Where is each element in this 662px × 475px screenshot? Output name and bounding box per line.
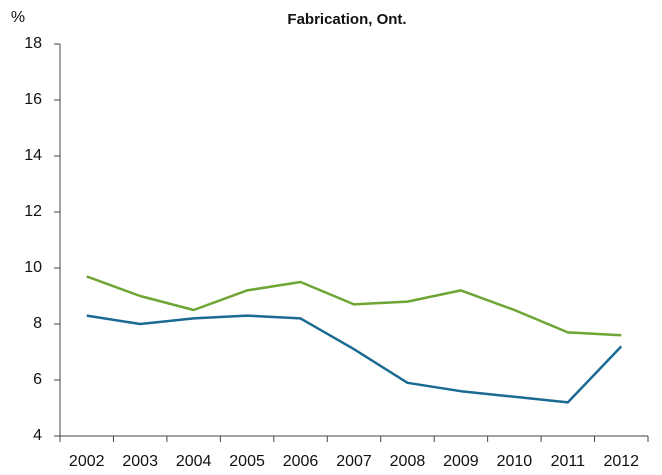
x-tick-label: 2004 xyxy=(176,453,212,470)
x-tick-label: 2010 xyxy=(497,453,533,470)
y-tick-label: 16 xyxy=(24,91,42,108)
series-line xyxy=(86,275,622,337)
y-tick-label: 12 xyxy=(24,203,42,220)
x-tick-label: 2008 xyxy=(390,453,426,470)
x-tick-label: 2003 xyxy=(122,453,158,470)
x-tick-label: 2007 xyxy=(336,453,372,470)
x-tick-label: 2009 xyxy=(443,453,479,470)
y-tick-label: 18 xyxy=(24,35,42,52)
x-tick-label: 2011 xyxy=(551,453,586,470)
chart-title: Fabrication, Ont. xyxy=(287,11,406,28)
series-line xyxy=(86,314,623,404)
x-tick-label: 2006 xyxy=(283,453,319,470)
y-tick-label: 8 xyxy=(33,315,42,332)
x-tick-label: 2002 xyxy=(69,453,105,470)
y-axis-label: % xyxy=(11,9,25,26)
y-tick-label: 14 xyxy=(24,147,42,164)
y-tick-label: 6 xyxy=(33,371,42,388)
x-tick-label: 2012 xyxy=(603,453,639,470)
x-tick-label: 2005 xyxy=(229,453,265,470)
y-tick-label: 10 xyxy=(24,259,42,276)
y-tick-label: 4 xyxy=(33,427,42,444)
